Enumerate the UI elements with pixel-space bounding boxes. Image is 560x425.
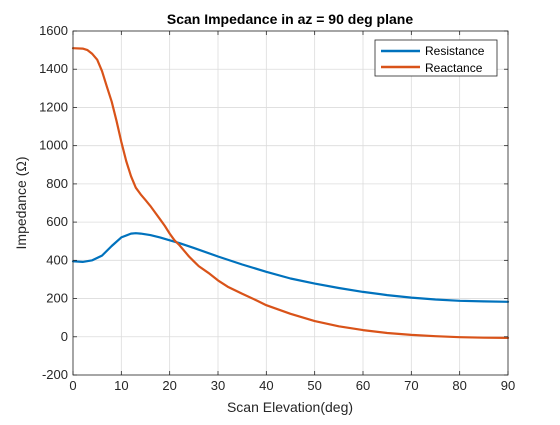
x-tick-label: 0 bbox=[69, 378, 76, 393]
y-tick-label: 800 bbox=[46, 176, 68, 191]
y-tick-label: 400 bbox=[46, 252, 68, 267]
chart-title: Scan Impedance in az = 90 deg plane bbox=[167, 11, 413, 27]
legend-label-reactance: Reactance bbox=[425, 61, 483, 75]
y-tick-label: 1600 bbox=[39, 23, 68, 38]
legend-label-resistance: Resistance bbox=[425, 44, 485, 58]
x-tick-label: 80 bbox=[452, 378, 466, 393]
series-layer bbox=[71, 47, 510, 339]
y-tick-label: 0 bbox=[61, 329, 68, 344]
legend: Resistance Reactance bbox=[374, 39, 498, 77]
x-axis-label: Scan Elevation(deg) bbox=[227, 399, 353, 415]
plot-area bbox=[73, 31, 508, 375]
x-tick-label: 20 bbox=[162, 378, 176, 393]
x-tick-label: 90 bbox=[501, 378, 515, 393]
x-tick-label: 10 bbox=[114, 378, 128, 393]
plot-frame bbox=[72, 30, 509, 376]
y-tick-label: 1400 bbox=[39, 61, 68, 76]
y-tick-label: 1200 bbox=[39, 99, 68, 114]
x-tick-label: 30 bbox=[211, 378, 225, 393]
x-tick-label: 50 bbox=[307, 378, 321, 393]
series-line-resistance bbox=[71, 232, 510, 303]
series-line-reactance bbox=[71, 47, 510, 339]
y-tick-label: 200 bbox=[46, 291, 68, 306]
x-tick-label: 40 bbox=[259, 378, 273, 393]
y-tick-label: 1000 bbox=[39, 138, 68, 153]
ticks: 0 10 20 30 40 50 60 70 80 90-20002004006008001000… bbox=[39, 23, 515, 393]
legend-box bbox=[374, 39, 498, 77]
y-tick-label: 600 bbox=[46, 214, 68, 229]
x-tick-label: 70 bbox=[404, 378, 418, 393]
y-axis-label: Impedance (Ω) bbox=[13, 157, 29, 250]
y-tick-label: -200 bbox=[42, 367, 68, 382]
x-tick-label: 60 bbox=[356, 378, 370, 393]
